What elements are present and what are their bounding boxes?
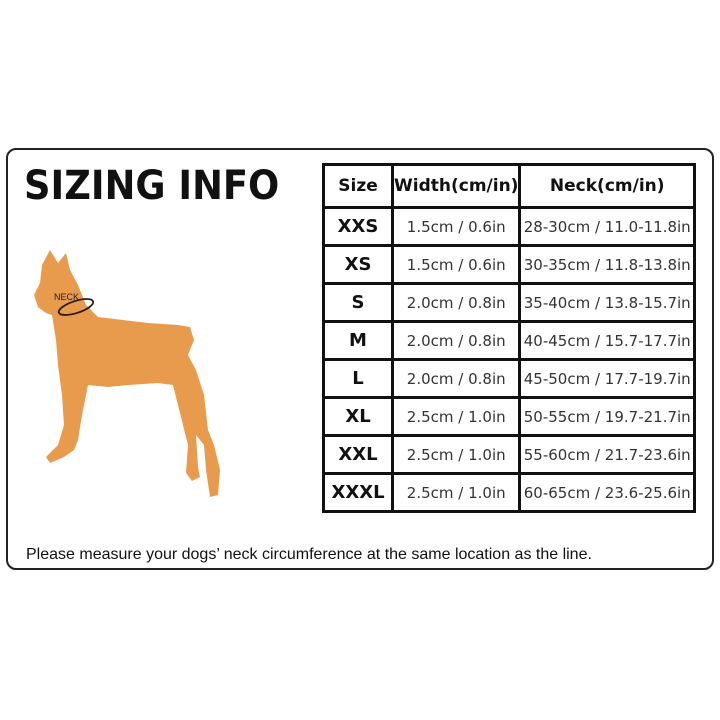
dog-silhouette: [34, 250, 220, 497]
neck-cell: 35-40cm / 13.8-15.7in: [518, 282, 696, 323]
width-cell: 2.5cm / 1.0in: [390, 396, 522, 437]
neck-cell: 55-60cm / 21.7-23.6in: [518, 434, 696, 475]
width-cell: 2.0cm / 0.8in: [390, 320, 522, 361]
size-cell: XXXL: [322, 472, 394, 513]
table-row: L 2.0cm / 0.8in 45-50cm / 17.7-19.7in: [322, 358, 696, 399]
table-row: XL 2.5cm / 1.0in 50-55cm / 19.7-21.7in: [322, 396, 696, 437]
width-cell: 2.0cm / 0.8in: [390, 282, 522, 323]
width-cell: 1.5cm / 0.6in: [390, 244, 522, 285]
size-cell: M: [322, 320, 394, 361]
page-title: SIZING INFO: [24, 163, 280, 209]
width-cell: 1.5cm / 0.6in: [390, 206, 522, 247]
measure-note: Please measure your dogs’ neck circumfer…: [26, 546, 592, 563]
size-table: Size Width(cm/in) Neck(cm/in) XXS 1.5cm /…: [322, 163, 696, 513]
neck-label: NECK: [54, 292, 79, 302]
width-cell: 2.5cm / 1.0in: [390, 472, 522, 513]
neck-cell: 45-50cm / 17.7-19.7in: [518, 358, 696, 399]
dog-illustration: NECK: [34, 250, 220, 497]
table-header-row: Size Width(cm/in) Neck(cm/in): [322, 163, 696, 209]
neck-cell: 40-45cm / 15.7-17.7in: [518, 320, 696, 361]
width-cell: 2.5cm / 1.0in: [390, 434, 522, 475]
table-row: XXL 2.5cm / 1.0in 55-60cm / 21.7-23.6in: [322, 434, 696, 475]
size-cell: XXL: [322, 434, 394, 475]
neck-line: [57, 298, 95, 316]
table-row: S 2.0cm / 0.8in 35-40cm / 13.8-15.7in: [322, 282, 696, 323]
width-cell: 2.0cm / 0.8in: [390, 358, 522, 399]
size-cell: XS: [322, 244, 394, 285]
table-row: XXXL 2.5cm / 1.0in 60-65cm / 23.6-25.6in: [322, 472, 696, 513]
neck-cell: 60-65cm / 23.6-25.6in: [518, 472, 696, 513]
size-cell: XXS: [322, 206, 394, 247]
table-row: XS 1.5cm / 0.6in 30-35cm / 11.8-13.8in: [322, 244, 696, 285]
header-neck: Neck(cm/in): [518, 163, 696, 209]
size-cell: XL: [322, 396, 394, 437]
table-row: XXS 1.5cm / 0.6in 28-30cm / 11.0-11.8in: [322, 206, 696, 247]
neck-cell: 30-35cm / 11.8-13.8in: [518, 244, 696, 285]
neck-cell: 28-30cm / 11.0-11.8in: [518, 206, 696, 247]
size-cell: L: [322, 358, 394, 399]
table-row: M 2.0cm / 0.8in 40-45cm / 15.7-17.7in: [322, 320, 696, 361]
neck-cell: 50-55cm / 19.7-21.7in: [518, 396, 696, 437]
header-width: Width(cm/in): [390, 163, 522, 209]
size-cell: S: [322, 282, 394, 323]
header-size: Size: [322, 163, 394, 209]
